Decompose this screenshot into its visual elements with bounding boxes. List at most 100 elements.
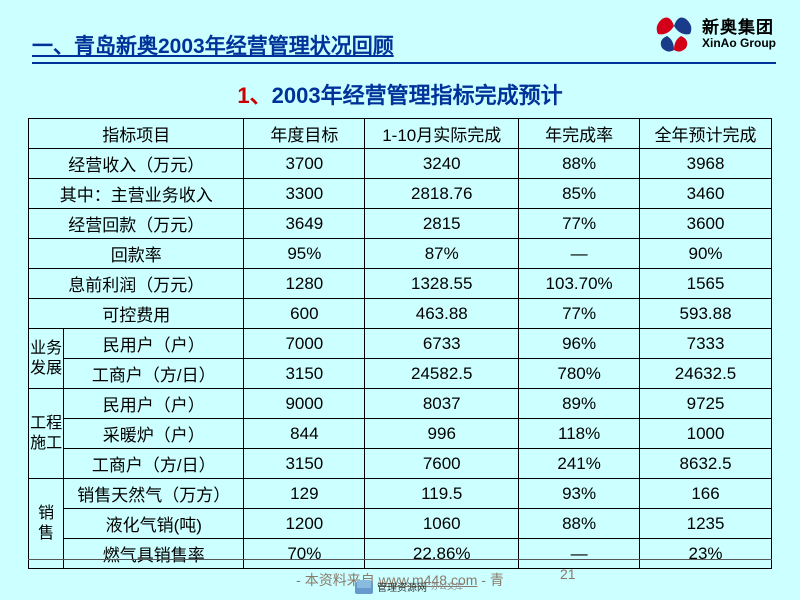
row-label: 液化气销(吨) (64, 509, 244, 539)
table-row: 可控费用 600 463.88 77% 593.88 (29, 299, 772, 329)
cell: 1000 (640, 419, 772, 449)
cell: — (519, 239, 640, 269)
footer-watermark: 管理资源网 办公文库 (355, 579, 463, 594)
cell: 119.5 (365, 479, 519, 509)
cell: 77% (519, 299, 640, 329)
row-label: 息前利润（万元） (29, 269, 244, 299)
cell: 3460 (640, 179, 772, 209)
row-label: 采暖炉（户） (64, 419, 244, 449)
subtitle: 1、2003年经营管理指标完成预计 (0, 78, 800, 110)
watermark-sub: 办公文库 (431, 581, 463, 592)
cell: 7000 (244, 329, 365, 359)
cell: 3649 (244, 209, 365, 239)
logo-cn-text: 新奥集团 (702, 19, 776, 37)
subtitle-num: 1、 (237, 83, 271, 108)
header-divider (32, 62, 776, 64)
cell: 77% (519, 209, 640, 239)
row-label: 燃气具销售率 (64, 539, 244, 569)
cell: 2815 (365, 209, 519, 239)
group-label: 业务发展 (29, 329, 64, 389)
cell: 1280 (244, 269, 365, 299)
cell: 7333 (640, 329, 772, 359)
table-row: 采暖炉（户） 844 996 118% 1000 (29, 419, 772, 449)
cell: 1235 (640, 509, 772, 539)
cell: 96% (519, 329, 640, 359)
cell: 1060 (365, 509, 519, 539)
table-row: 业务发展民用户（户） 7000 6733 96% 7333 (29, 329, 772, 359)
table-row: 工商户（方/日） 3150 7600 241% 8632.5 (29, 449, 772, 479)
cell: 88% (519, 149, 640, 179)
cell: 129 (244, 479, 365, 509)
table-row: 液化气销(吨) 1200 1060 88% 1235 (29, 509, 772, 539)
cell: 3700 (244, 149, 365, 179)
cell: 1565 (640, 269, 772, 299)
cell: 88% (519, 509, 640, 539)
cell: 90% (640, 239, 772, 269)
col-header: 1-10月实际完成 (365, 119, 519, 149)
row-label: 工商户（方/日） (64, 449, 244, 479)
cell: 2818.76 (365, 179, 519, 209)
cell: 6733 (365, 329, 519, 359)
row-label: 可控费用 (29, 299, 244, 329)
footer-suffix: - 青 (477, 572, 503, 588)
cell: 3150 (244, 359, 365, 389)
cell: 241% (519, 449, 640, 479)
cell: 166 (640, 479, 772, 509)
row-label: 经营收入（万元） (29, 149, 244, 179)
page-title: 一、青岛新奥2003年经营管理状况回顾 (32, 30, 394, 60)
cell: 463.88 (365, 299, 519, 329)
cell: 24632.5 (640, 359, 772, 389)
table-row: 工程施工民用户（户） 9000 8037 89% 9725 (29, 389, 772, 419)
cell: 9000 (244, 389, 365, 419)
row-label: 销售天然气（万方） (64, 479, 244, 509)
data-table-wrap: 指标项目 年度目标 1-10月实际完成 年完成率 全年预计完成 经营收入（万元）… (28, 118, 772, 569)
cell: 593.88 (640, 299, 772, 329)
col-header: 年完成率 (519, 119, 640, 149)
table-row: 息前利润（万元） 1280 1328.55 103.70% 1565 (29, 269, 772, 299)
cell: 1200 (244, 509, 365, 539)
col-header: 年度目标 (244, 119, 365, 149)
cell: 3600 (640, 209, 772, 239)
cell: 1328.55 (365, 269, 519, 299)
row-label: 民用户（户） (64, 389, 244, 419)
row-label: 民用户（户） (64, 329, 244, 359)
cell: 87% (365, 239, 519, 269)
cell: 7600 (365, 449, 519, 479)
watermark-text: 管理资源网 (377, 579, 427, 594)
table-header-row: 指标项目 年度目标 1-10月实际完成 年完成率 全年预计完成 (29, 119, 772, 149)
cell: 24582.5 (365, 359, 519, 389)
cell: 95% (244, 239, 365, 269)
cell: 8037 (365, 389, 519, 419)
cell: 600 (244, 299, 365, 329)
cell: — (519, 539, 640, 569)
cell: 93% (519, 479, 640, 509)
cell: 8632.5 (640, 449, 772, 479)
logo-area: 新奥集团 XinAo Group (652, 14, 776, 54)
cell: 85% (519, 179, 640, 209)
cell: 22.86% (365, 539, 519, 569)
cell: 70% (244, 539, 365, 569)
subtitle-text: 2003年经营管理指标完成预计 (272, 83, 563, 108)
group-label: 工程施工 (29, 389, 64, 479)
cell: 996 (365, 419, 519, 449)
table-row: 回款率 95% 87% — 90% (29, 239, 772, 269)
company-logo-icon (652, 14, 696, 54)
logo-en-text: XinAo Group (702, 37, 776, 50)
watermark-icon (355, 580, 373, 594)
row-label: 回款率 (29, 239, 244, 269)
row-label: 其中：主营业务收入 (29, 179, 244, 209)
cell: 3300 (244, 179, 365, 209)
footer-divider (28, 559, 772, 561)
cell: 103.70% (519, 269, 640, 299)
table-row: 经营回款（万元） 3649 2815 77% 3600 (29, 209, 772, 239)
table-row: 燃气具销售率 70% 22.86% — 23% (29, 539, 772, 569)
cell: 118% (519, 419, 640, 449)
cell: 9725 (640, 389, 772, 419)
page-number: 21 (560, 566, 576, 582)
col-header: 指标项目 (29, 119, 244, 149)
cell: 780% (519, 359, 640, 389)
row-label: 工商户（方/日） (64, 359, 244, 389)
group-label: 销售 (29, 479, 64, 569)
col-header: 全年预计完成 (640, 119, 772, 149)
cell: 3968 (640, 149, 772, 179)
